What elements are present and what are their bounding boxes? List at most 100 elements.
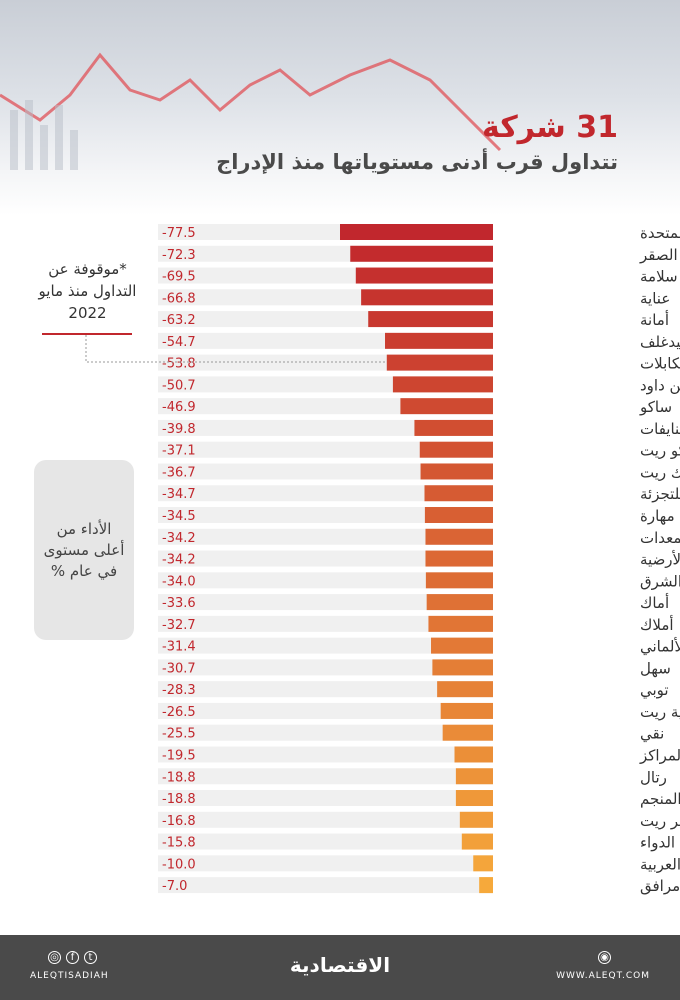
category-label: الدواء — [640, 834, 675, 852]
category-label: مرافق — [640, 877, 680, 895]
row-background — [158, 463, 493, 480]
bar — [455, 790, 493, 807]
category-label: المتحدة — [640, 224, 680, 242]
bar — [454, 746, 493, 763]
facebook-icon[interactable]: f — [66, 951, 79, 964]
category-label: ميفك ريت — [640, 463, 680, 481]
note-underline — [42, 333, 132, 335]
value-label: -33.6 — [162, 596, 196, 611]
website-link[interactable]: WWW.ALEQT.COM — [556, 971, 650, 981]
category-label: رتال — [640, 768, 667, 786]
value-label: -34.2 — [162, 531, 196, 546]
category-label: الخبير ريت — [640, 812, 680, 830]
row-background — [158, 572, 493, 589]
row-background — [158, 855, 493, 872]
row-background — [158, 833, 493, 850]
twitter-icon[interactable]: t — [84, 951, 97, 964]
row-background — [158, 877, 493, 894]
value-label: -16.8 — [162, 814, 196, 829]
bar — [355, 267, 493, 284]
legend-box: الأداء من أعلى مستوى في عام % — [34, 460, 134, 640]
value-label: -19.5 — [162, 748, 196, 763]
bar — [400, 398, 493, 415]
value-label: -30.7 — [162, 661, 196, 676]
category-label: سلامة — [640, 268, 678, 286]
bar — [350, 245, 493, 262]
value-label: -53.8 — [162, 357, 196, 372]
bar — [442, 724, 493, 741]
row-background — [158, 594, 493, 611]
note-connector — [85, 335, 385, 363]
value-label: -34.0 — [162, 574, 196, 589]
category-label: ميدغلف — [640, 333, 680, 351]
footer: ◎ f t ALEQTISADIAH الاقتصادية ◉ WWW.ALEQ… — [0, 935, 680, 1000]
value-label: -77.5 — [162, 226, 196, 241]
bar — [437, 681, 493, 698]
globe-icon: ◉ — [598, 951, 611, 964]
value-label: -66.8 — [162, 291, 196, 306]
category-label: سهل — [640, 659, 671, 677]
background-line-graphic — [0, 52, 502, 170]
row-background — [158, 659, 493, 676]
value-label: -15.8 — [162, 836, 196, 851]
category-label: المنجم — [640, 790, 680, 808]
bar — [386, 354, 493, 371]
row-background — [158, 681, 493, 698]
value-label: -69.5 — [162, 270, 196, 285]
row-background — [158, 724, 493, 741]
suspension-note: *موقوفة عن التداول منذ مايو 2022 — [38, 260, 137, 322]
value-label: -31.4 — [162, 640, 196, 655]
category-label: بن داود — [640, 376, 680, 394]
category-label: أمانة — [640, 310, 669, 329]
row-background — [158, 528, 493, 545]
category-label: سيكو ريت — [640, 442, 680, 460]
value-label: -34.5 — [162, 509, 196, 524]
value-label: -50.7 — [162, 378, 196, 393]
value-label: -54.7 — [162, 335, 196, 350]
chart-subtitle: تتداول قرب أدنى مستوياتها منذ الإدراج — [216, 150, 618, 174]
value-label: -28.3 — [162, 683, 196, 698]
bar — [392, 376, 493, 393]
row-background — [158, 746, 493, 763]
row-background — [158, 485, 493, 502]
value-label: -7.0 — [162, 879, 187, 894]
bar — [385, 332, 493, 349]
instagram-icon[interactable]: ◎ — [48, 951, 61, 964]
category-label: أملاك — [640, 615, 674, 634]
value-label: -37.1 — [162, 444, 196, 459]
row-background — [158, 637, 493, 654]
bar — [424, 485, 493, 502]
value-label: -63.2 — [162, 313, 196, 328]
value-label: -39.8 — [162, 422, 196, 437]
row-background — [158, 790, 493, 807]
value-label: -34.7 — [162, 487, 196, 502]
chart-title: 31 شركة — [482, 110, 618, 145]
bar — [426, 594, 493, 611]
category-label: المراكز — [639, 746, 680, 764]
category-label: نقي — [640, 725, 664, 744]
category-label: الخدمات الأرضية — [640, 550, 680, 569]
bar — [414, 419, 493, 436]
bar — [459, 811, 493, 828]
value-label: -32.7 — [162, 618, 196, 633]
category-label: النايفات — [640, 420, 680, 438]
social-handle: ALEQTISADIAH — [30, 971, 109, 981]
bar — [425, 528, 493, 545]
value-label: -26.5 — [162, 705, 196, 720]
row-background — [158, 702, 493, 719]
value-label: -25.5 — [162, 727, 196, 742]
category-label: أماك — [640, 593, 669, 612]
row-background — [158, 419, 493, 436]
value-label: -72.3 — [162, 248, 196, 263]
category-label: الصقر — [639, 246, 678, 264]
bar — [361, 289, 493, 306]
bar — [340, 224, 493, 240]
bar — [440, 702, 493, 719]
bar — [455, 768, 493, 785]
category-label: الإنماء ريت للتجزئة — [640, 485, 680, 503]
bar — [428, 615, 493, 632]
category-label: توبي — [640, 681, 669, 700]
value-label: -36.7 — [162, 465, 196, 480]
value-label: -46.9 — [162, 400, 196, 415]
bar — [420, 463, 493, 480]
